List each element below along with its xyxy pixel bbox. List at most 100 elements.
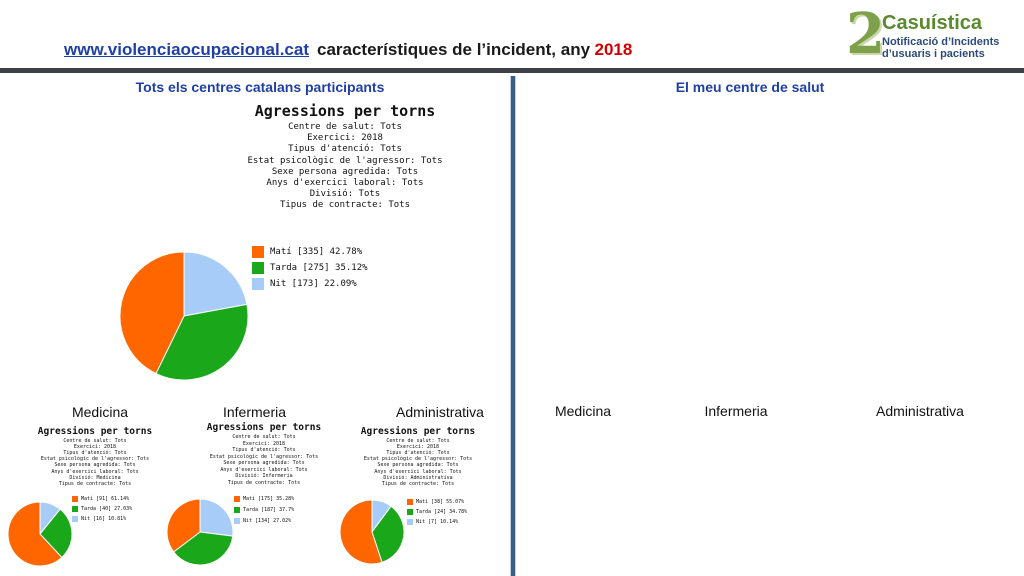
legend-swatch bbox=[234, 518, 240, 524]
chart-filter-line: Anys d'exercici laboral: Tots bbox=[220, 466, 308, 473]
legend-item: Nit [173] 22.09% bbox=[252, 278, 357, 290]
legend-item: Matí [38] 55.07% bbox=[407, 499, 464, 505]
header-rule bbox=[0, 68, 1024, 73]
pie-slice bbox=[371, 505, 405, 564]
chart-filter-line: Tipus d'atenció: Tots bbox=[386, 450, 450, 457]
legend-swatch bbox=[234, 496, 240, 502]
pie-slice bbox=[39, 508, 73, 559]
legend-item: Nit [16] 10.81% bbox=[72, 516, 126, 522]
legend-item: Matí [335] 42.78% bbox=[252, 246, 362, 258]
chart-filter-line: Tipus de contracte: Tots bbox=[279, 200, 411, 211]
chart-title: Agressions per torns bbox=[360, 426, 476, 437]
chart-filter-line: Centre de salut: Tots bbox=[232, 434, 296, 440]
chart-heading: Administrativa bbox=[396, 404, 484, 420]
legend-label: Tarda [187] 37.7% bbox=[243, 507, 295, 513]
chart-filter-line: Tipus d'atenció: Tots bbox=[63, 450, 127, 457]
left-panel-label: Tots els centres catalans participants bbox=[135, 79, 385, 95]
legend-swatch bbox=[72, 516, 78, 522]
legend-item: Tarda [275] 35.12% bbox=[252, 262, 368, 274]
pie-slice bbox=[119, 251, 185, 375]
chart-heading: Medicina bbox=[71, 404, 129, 420]
chart-filter-line: Exercici: 2018 bbox=[73, 444, 117, 451]
chart-filter-line: Tipus d'atenció: Tots bbox=[232, 447, 296, 453]
logo-subtitle-1: Notificació d’Incidents bbox=[882, 36, 1000, 48]
logo-title: Casuística bbox=[882, 12, 983, 34]
chart-filter-line: Anys d'exercici laboral: Tots bbox=[374, 468, 462, 475]
legend-swatch bbox=[234, 507, 240, 513]
legend-label: Matí [335] 42.78% bbox=[270, 247, 363, 257]
panel-divider bbox=[510, 76, 516, 576]
pie-svg bbox=[119, 251, 249, 381]
chart-title: Agressions per torns bbox=[206, 422, 322, 433]
legend-label: Matí [91] 61.14% bbox=[81, 496, 130, 502]
right-label-administrativa: Administrativa bbox=[876, 403, 964, 419]
pie-slice bbox=[7, 501, 63, 567]
page-title-year: 2018 bbox=[594, 40, 633, 59]
chart-filter-line: Tipus d'atenció: Tots bbox=[288, 144, 402, 155]
site-link[interactable]: www.violenciaocupacional.cat bbox=[64, 40, 309, 59]
legend-swatch bbox=[407, 499, 413, 505]
main-pie-chart: Agressions per torns Centre de salut: Tot… bbox=[119, 100, 520, 385]
medicina-pie-chart: Medicina Agressions per torns Centre de sa… bbox=[0, 404, 175, 576]
legend-label: Matí [38] 55.07% bbox=[416, 499, 465, 505]
legend-swatch bbox=[252, 262, 264, 274]
administrativa-pie-chart: Administrativa Agressions per torns Centre… bbox=[330, 404, 510, 576]
chart-filter-line: Divisió: Medicina bbox=[69, 474, 121, 481]
legend-label: Nit [134] 27.02% bbox=[243, 518, 292, 524]
pie-slice bbox=[166, 498, 201, 553]
chart-filter-line: Estat psicològic de l'agressor: Tots bbox=[40, 456, 150, 463]
legend-swatch bbox=[72, 506, 78, 512]
chart-filter-line: Tipus de contracte: Tots bbox=[58, 480, 132, 487]
logo-subtitle-2: d’usuaris i pacients bbox=[882, 48, 985, 60]
chart-filter-line: Sexe persona agredida: Tots bbox=[54, 462, 136, 469]
chart-filter-line: Tipus de contracte: Tots bbox=[227, 479, 301, 486]
right-label-infermeria: Infermeria bbox=[704, 403, 768, 419]
page-title: característiques de l’incident, any bbox=[317, 40, 591, 59]
chart-filter-line: Tipus de contracte: Tots bbox=[381, 480, 455, 487]
pie-slice bbox=[172, 531, 234, 566]
chart-filter-line: Divisió: Tots bbox=[309, 189, 381, 200]
chart-filter-line: Divisió: Infermeria bbox=[235, 473, 293, 479]
legend-label: Matí [175] 35.28% bbox=[243, 496, 295, 502]
legend-swatch bbox=[252, 246, 264, 258]
chart-filter-line: Centre de salut: Tots bbox=[288, 122, 402, 132]
chart-filter-line: Exercici: 2018 bbox=[242, 440, 286, 447]
legend-item: Tarda [187] 37.7% bbox=[234, 507, 294, 513]
chart-filter-line: Estat psicològic de l'agressor: Tots bbox=[363, 456, 473, 463]
legend-label: Tarda [275] 35.12% bbox=[270, 263, 368, 273]
legend-label: Nit [173] 22.09% bbox=[270, 279, 357, 289]
legend-swatch bbox=[407, 509, 413, 515]
legend-label: Nit [7] 10.14% bbox=[416, 519, 459, 525]
chart-filter-line: Anys d'exercici laboral: Tots bbox=[51, 468, 139, 475]
chart-filter-line: Estat psicològic de l'agressor: Tots bbox=[209, 453, 319, 460]
legend-label: Tarda [24] 34.78% bbox=[416, 509, 468, 515]
pie-slice bbox=[155, 303, 249, 381]
chart-title: Agressions per torns bbox=[254, 102, 436, 120]
pie-slice bbox=[199, 498, 234, 537]
right-panel-label: El meu centre de salut bbox=[675, 79, 825, 95]
right-label-medicina: Medicina bbox=[554, 403, 612, 419]
chart-filter-line: Estat psicològic de l'agressor: Tots bbox=[247, 155, 443, 166]
chart-filter-line: Exercici: 2018 bbox=[396, 444, 440, 451]
chart-filter-line: Centre de salut: Tots bbox=[63, 438, 127, 444]
pie-svg bbox=[166, 498, 234, 566]
page-header: www.violenciaocupacional.cat característi… bbox=[64, 40, 632, 60]
legend-item: Nit [7] 10.14% bbox=[407, 519, 458, 525]
legend-item: Tarda [40] 27.03% bbox=[72, 506, 132, 512]
pie-svg bbox=[7, 501, 73, 567]
legend-label: Tarda [40] 27.03% bbox=[81, 506, 133, 512]
pie-slice bbox=[339, 499, 383, 565]
legend-swatch bbox=[407, 519, 413, 525]
chart-filter-line: Exercici: 2018 bbox=[307, 133, 383, 144]
legend-item: Tarda [24] 34.78% bbox=[407, 509, 467, 515]
chart-filter-line: Centre de salut: Tots bbox=[386, 438, 450, 444]
chart-filter-line: Anys d'exercici laboral: Tots bbox=[266, 178, 424, 188]
chart-title: Agressions per torns bbox=[37, 426, 153, 437]
legend-swatch bbox=[72, 496, 78, 502]
pie-svg bbox=[339, 499, 405, 565]
legend-label: Nit [16] 10.81% bbox=[81, 516, 127, 522]
legend-item: Matí [175] 35.28% bbox=[234, 496, 294, 502]
infermeria-pie-chart: Infermeria Agressions per torns Centre de … bbox=[162, 404, 342, 576]
pie-slice bbox=[183, 251, 248, 317]
legend-swatch bbox=[252, 278, 264, 290]
